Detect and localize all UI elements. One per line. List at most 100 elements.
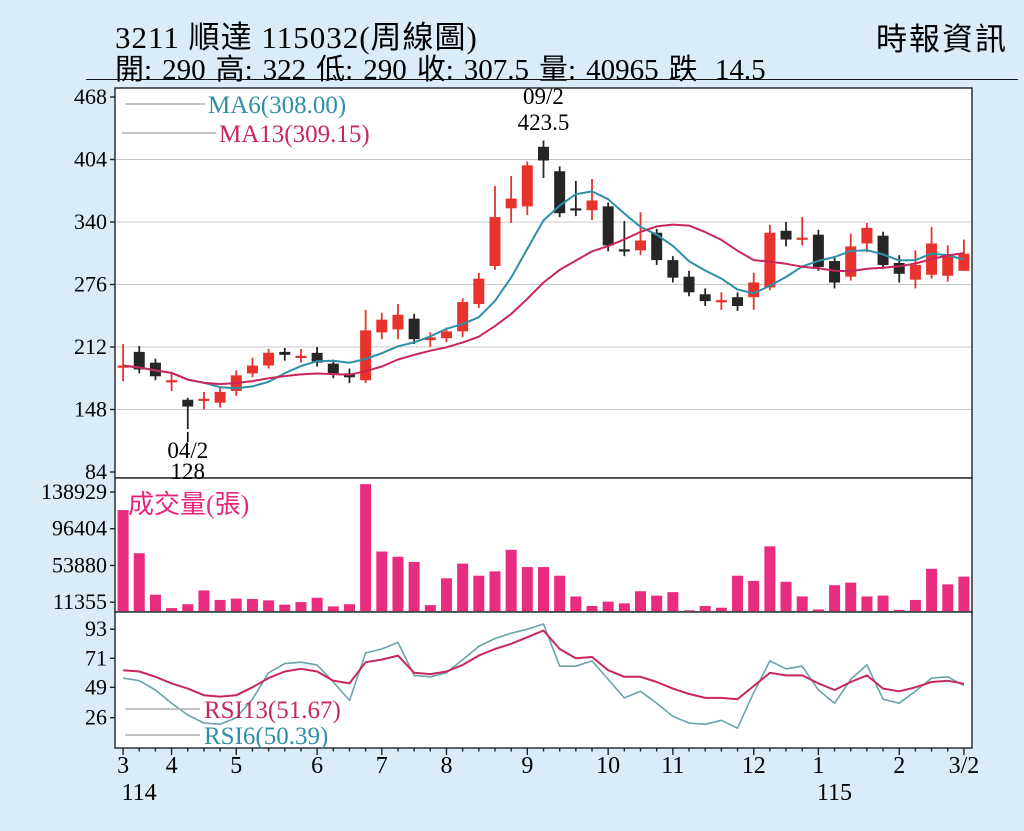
change-label: 跌: [668, 54, 705, 86]
volume-bar: [166, 608, 178, 611]
rsi-legend: RSI13(51.67)RSI6(50.39): [125, 697, 341, 750]
candle-body: [780, 230, 792, 240]
volume-bar: [392, 556, 404, 611]
ma6-line: [122, 190, 965, 390]
candle-body: [909, 264, 921, 280]
open-label: 開:: [115, 54, 153, 86]
volume-bar: [699, 605, 711, 611]
volume-bar: [715, 607, 727, 611]
candle-body: [408, 318, 420, 340]
candle-body: [392, 314, 404, 330]
volume-bar: [829, 585, 841, 611]
volume-bar: [360, 484, 372, 611]
volume-bar: [812, 609, 824, 611]
candle-body: [893, 263, 905, 274]
candle-body: [473, 278, 485, 305]
ohlc-summary: 開: 290 高: 322 低: 290 收: 307.5 量: 40965 跌 14.5: [115, 46, 776, 88]
low-label: 低:: [316, 54, 354, 86]
volume-bar: [602, 601, 614, 611]
ma13-legend-label: MA13(309.15): [219, 121, 370, 148]
candle-body: [538, 146, 549, 161]
month-label: 3/2: [949, 753, 980, 779]
low-value: 290: [363, 54, 407, 86]
volume-bar: [133, 553, 145, 611]
volume-bar: [505, 549, 517, 611]
ma13-line: [122, 223, 965, 386]
rsi-axis-label-tick: 71: [85, 645, 107, 670]
candle-body: [424, 337, 436, 341]
header-divider: [86, 79, 1018, 80]
change-value: 14.5: [714, 54, 766, 86]
volume-bar: [457, 563, 469, 611]
volume-bar: [586, 605, 598, 611]
volume-bar: [263, 600, 275, 611]
x-axis-ticks: [122, 748, 965, 755]
volume-axis-label-tick: 138929: [41, 479, 107, 504]
high-annotation-date: 09/2: [523, 84, 564, 109]
main-legend: MA6(308.00)MA13(309.15): [122, 92, 370, 148]
volume-bar: [554, 575, 566, 611]
candle-body: [667, 260, 679, 278]
volume-bar: [117, 510, 129, 611]
price-axis-label-tick: 468: [74, 84, 107, 109]
candle-body: [877, 235, 889, 265]
candle-body: [489, 217, 501, 266]
ma6-legend-label: MA6(308.00): [208, 92, 346, 119]
low-annotation-date: 04/2: [167, 438, 208, 463]
candle-body: [635, 240, 647, 251]
volume-bars: [117, 484, 970, 611]
high-annotation-price: 423.5: [518, 110, 570, 135]
volume-bar: [295, 602, 307, 611]
volume-bar: [926, 568, 938, 611]
candle-body: [327, 363, 339, 374]
month-label: 8: [440, 753, 452, 779]
month-label: 11: [661, 753, 684, 779]
volume-bar: [909, 599, 921, 611]
volume-bar: [198, 590, 210, 611]
low-annotation-price: 128: [171, 459, 206, 484]
candle-body: [182, 399, 194, 407]
month-label: 4: [166, 753, 178, 779]
candle-body: [295, 355, 307, 358]
candle-body: [829, 261, 841, 283]
candle-body: [942, 256, 954, 276]
volume-axis-label-tick: 53880: [52, 552, 107, 577]
rsi13-legend-label: RSI13(51.67): [204, 697, 341, 724]
candle-body: [570, 208, 582, 211]
month-label: 3: [117, 753, 129, 779]
year-label: 114: [122, 780, 157, 806]
volume-bar: [748, 580, 760, 611]
volume-bar: [683, 610, 695, 611]
candle-body: [812, 234, 824, 267]
close-value: 307.5: [463, 54, 529, 86]
volume-bar: [311, 597, 323, 611]
candle-body: [117, 365, 129, 368]
month-label: 7: [376, 753, 388, 779]
stock-title: 3211 順達 115032(周線圖): [115, 20, 478, 55]
month-label: 2: [893, 753, 905, 779]
candle-body: [958, 253, 970, 271]
candle-body: [796, 237, 808, 240]
candle-body: [166, 380, 178, 383]
x-axis-month-labels: 3 4 5 6 7 8 9 10 11 12 1 2 3/2: [117, 753, 979, 779]
volume-bar: [424, 605, 436, 611]
rsi-axis-label-tick: 49: [85, 674, 107, 699]
price-axis-label-tick: 276: [74, 272, 107, 297]
volume-bar: [538, 567, 549, 611]
candle-body: [133, 351, 145, 370]
month-label: 12: [742, 753, 766, 779]
volume-bar: [732, 575, 744, 611]
candle-body: [214, 391, 226, 403]
x-axis-year-labels: 114 115: [122, 780, 852, 806]
volume-bar: [343, 604, 355, 611]
rsi-axis-label-tick: 26: [85, 705, 107, 730]
volume-bar: [780, 581, 792, 611]
price-axis-label-tick: 84: [85, 459, 107, 484]
price-axis-label-tick: 212: [74, 334, 107, 359]
high-label: 高:: [215, 54, 253, 86]
price-axis-label: 468 404 340 276 212 148 84: [74, 84, 115, 484]
provider-name: 時報資訊: [876, 22, 1008, 57]
volume-bar: [570, 596, 582, 611]
